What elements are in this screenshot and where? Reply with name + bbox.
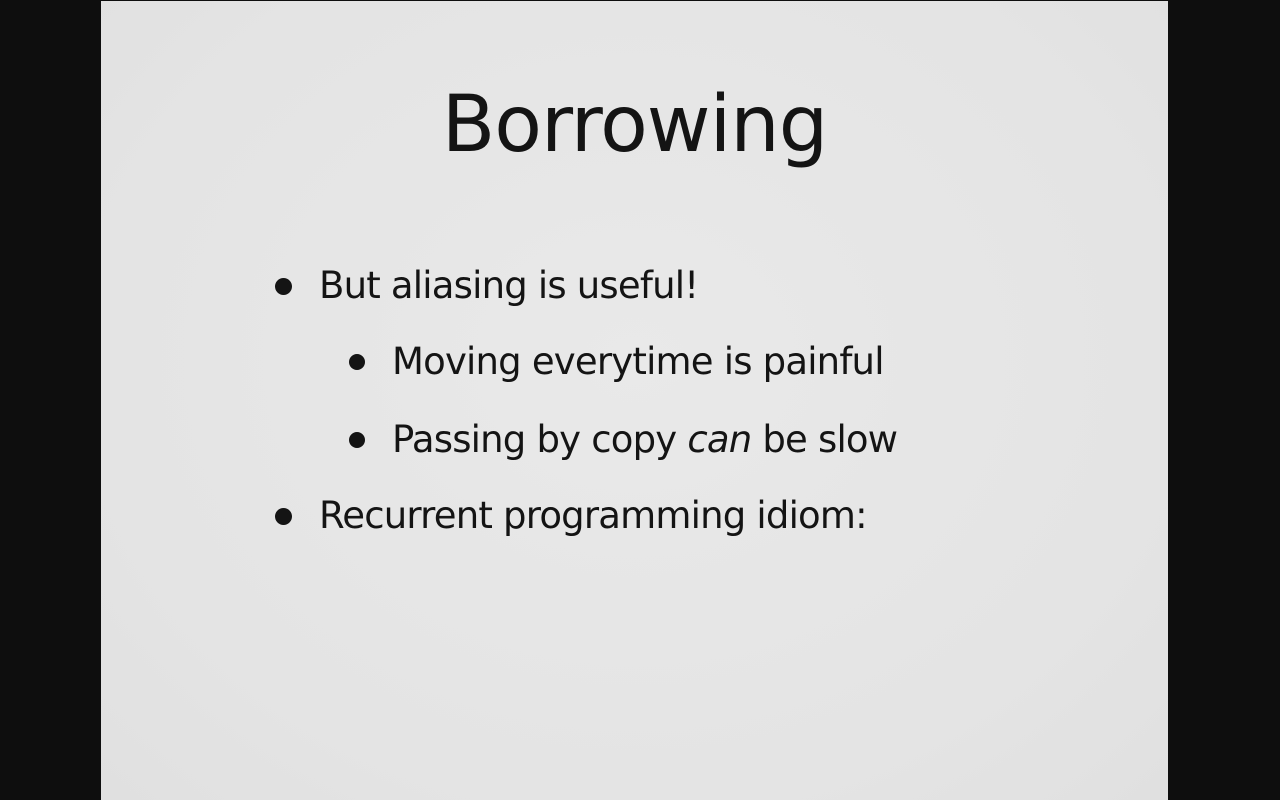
slide-title: Borrowing (441, 80, 828, 170)
bullet-text: Recurrent programming idiom: (319, 494, 868, 537)
slide[interactable]: Borrowing But aliasing is useful! Moving… (101, 1, 1168, 800)
bullet-item: Recurrent programming idiom: (275, 491, 868, 541)
bullet-dot-icon (275, 508, 292, 525)
bullet-dot-icon (349, 432, 365, 448)
bullet-text-after: be slow (751, 418, 898, 461)
bullet-dot-icon (275, 278, 292, 295)
bullet-text-emphasis: can (687, 418, 752, 461)
bullet-text: But aliasing is useful! (319, 264, 699, 307)
sub-bullet-item: Passing by copy can be slow (349, 415, 898, 465)
bullet-list: But aliasing is useful! Moving everytime… (101, 1, 1168, 800)
bullet-dot-icon (349, 354, 365, 370)
bullet-text: Moving everytime is painful (392, 340, 884, 383)
bullet-item: But aliasing is useful! (275, 261, 699, 311)
bullet-text-before: Passing by copy (392, 418, 688, 461)
sub-bullet-item: Moving everytime is painful (349, 337, 884, 387)
